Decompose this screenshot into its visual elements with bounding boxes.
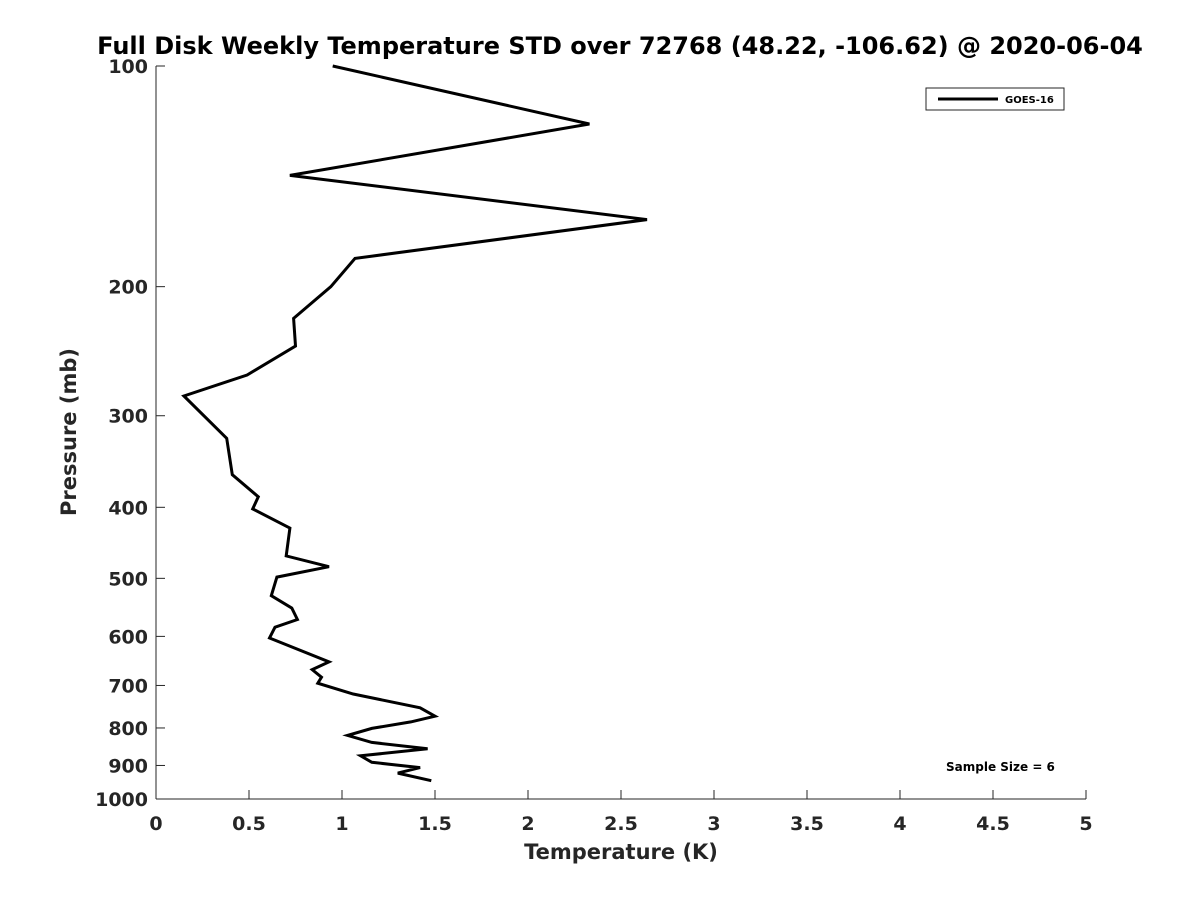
sample-size-annotation: Sample Size = 6 xyxy=(946,760,1055,774)
y-tick-label: 900 xyxy=(108,755,148,777)
x-tick-label: 4.5 xyxy=(976,813,1010,835)
y-tick-label: 100 xyxy=(108,56,148,78)
x-axis-label: Temperature (K) xyxy=(524,840,718,864)
x-tick-label: 5 xyxy=(1079,813,1092,835)
legend-label-goes-16: GOES-16 xyxy=(1005,95,1054,106)
y-tick-label: 600 xyxy=(108,626,148,648)
y-axis-label: Pressure (mb) xyxy=(57,348,81,516)
y-tick-label: 300 xyxy=(108,406,148,428)
x-tick-label: 1 xyxy=(335,813,348,835)
y-tick-label: 400 xyxy=(108,497,148,519)
series-layer xyxy=(181,64,648,783)
x-tick-label: 0 xyxy=(149,813,162,835)
chart-title: Full Disk Weekly Temperature STD over 72… xyxy=(97,32,1143,60)
x-ticks: 0 0.5 1 1.5 2 2.5 3 3.5 4 4.5 5 xyxy=(149,790,1093,835)
x-tick-label: 2 xyxy=(521,813,534,835)
x-tick-label: 4 xyxy=(893,813,906,835)
y-tick-label: 800 xyxy=(108,718,148,740)
y-tick-label: 500 xyxy=(108,568,148,590)
y-tick-label: 1000 xyxy=(95,789,148,811)
x-tick-label: 0.5 xyxy=(232,813,266,835)
x-tick-label: 1.5 xyxy=(418,813,452,835)
x-tick-label: 3.5 xyxy=(790,813,824,835)
legend: GOES-16 xyxy=(925,87,1065,111)
series-line-goes-16 xyxy=(181,64,648,783)
x-tick-label: 2.5 xyxy=(604,813,638,835)
x-tick-label: 3 xyxy=(707,813,720,835)
y-tick-label: 700 xyxy=(108,675,148,697)
y-ticks: 100 200 300 400 500 600 700 800 900 1000 xyxy=(95,56,165,811)
y-tick-label: 200 xyxy=(108,277,148,299)
